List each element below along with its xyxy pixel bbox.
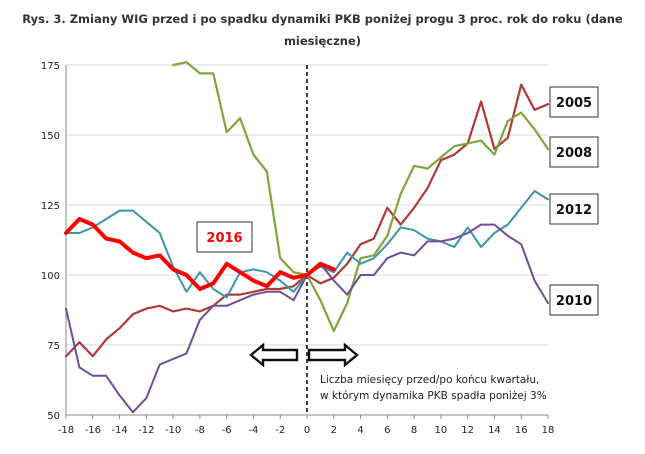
series-line-2008: [172, 61, 550, 333]
x-tick-label: -2: [275, 425, 285, 436]
x-tick-label: 10: [435, 425, 448, 436]
series-label-2005: 2005: [556, 96, 592, 111]
arrow-left: [249, 342, 299, 368]
x-tick-label: 14: [488, 425, 501, 436]
series-label-box-2016: [196, 221, 253, 253]
series-label-box-2012: [549, 193, 599, 225]
x-tick-label: -12: [138, 425, 154, 436]
series-label-box-2005: [549, 86, 599, 118]
y-tick-label: 50: [47, 411, 60, 422]
arrow-right: [307, 342, 359, 368]
series-label-2008: 2008: [556, 146, 592, 161]
x-tick-label: -14: [111, 425, 127, 436]
series-label-box-2010: [549, 284, 599, 316]
annotation-line: Liczba miesięcy przed/po końcu kwartału,: [320, 374, 539, 386]
x-tick-label: -18: [58, 425, 74, 436]
x-tick-label: -10: [165, 425, 181, 436]
x-tick-label: -8: [195, 425, 205, 436]
direction-arrows: [249, 342, 359, 368]
x-tick-label: 0: [304, 425, 310, 436]
x-tick-label: 16: [515, 425, 528, 436]
y-tick-label: 175: [41, 61, 60, 72]
x-tick-label: -4: [248, 425, 258, 436]
annotation: Liczba miesięcy przed/po końcu kwartału,…: [320, 374, 547, 402]
x-tick-label: 2: [331, 425, 337, 436]
y-tick-label: 150: [41, 131, 60, 142]
chart-title: Rys. 3. Zmiany WIG przed i po spadku dyn…: [22, 12, 623, 48]
series-labels: 2005 2008 2012 2010 2016: [196, 86, 599, 316]
y-tick-label: 125: [41, 201, 60, 212]
x-tick-label: 8: [411, 425, 417, 436]
series-lines: [64, 61, 550, 414]
annotation-line: w którym dynamika PKB spadła poniżej 3%: [320, 390, 547, 402]
series-label-2012: 2012: [556, 203, 592, 218]
x-tick-label: 12: [461, 425, 474, 436]
y-tick-label: 100: [41, 271, 60, 282]
series-label-box-2008: [549, 136, 599, 168]
x-tick-label: -6: [222, 425, 232, 436]
series-label-2010: 2010: [556, 294, 592, 309]
x-tick-label: -16: [85, 425, 101, 436]
x-tick-label: 4: [357, 425, 363, 436]
y-tick-label: 75: [47, 341, 60, 352]
series-label-2016: 2016: [206, 231, 242, 246]
series-line-2016: [64, 217, 336, 291]
x-tick-label: 18: [542, 425, 555, 436]
x-tick-label: 6: [384, 425, 390, 436]
